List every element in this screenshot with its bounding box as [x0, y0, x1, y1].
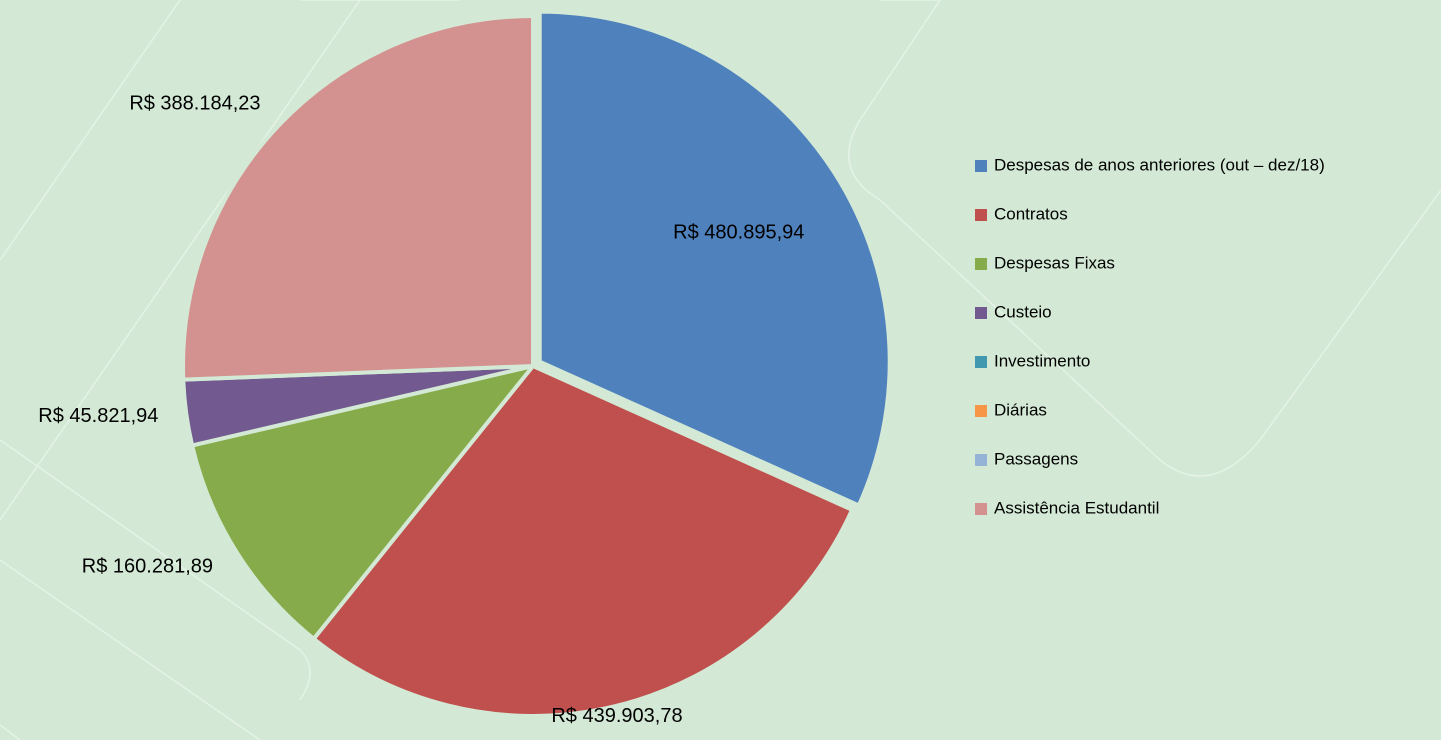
data-labels: R$ 480.895,94 R$ 439.903,78 R$ 160.281,89 R…: [38, 92, 804, 727]
legend-label: Contratos: [994, 204, 1068, 223]
legend-label: Despesas Fixas: [994, 253, 1115, 272]
legend-swatch: [975, 209, 987, 221]
legend-swatch: [975, 503, 987, 515]
legend-label: Passagens: [994, 449, 1078, 468]
data-label: R$ 160.281,89: [82, 556, 213, 578]
legend-label: Investimento: [994, 351, 1090, 370]
data-label: R$ 480.895,94: [673, 221, 804, 243]
legend-swatch: [975, 307, 987, 319]
legend-swatch: [975, 160, 987, 172]
legend-swatch: [975, 454, 987, 466]
data-label: R$ 45.821,94: [38, 405, 158, 427]
pie-slice: [310, 363, 855, 718]
data-label: R$ 439.903,78: [551, 705, 682, 727]
legend-label: Diárias: [994, 400, 1047, 419]
legend-swatch: [975, 405, 987, 417]
pie-slice: [181, 13, 535, 382]
legend-label: Custeio: [994, 302, 1052, 321]
legend-label: Assistência Estudantil: [994, 498, 1159, 517]
legend-swatch: [975, 356, 987, 368]
data-label: R$ 388.184,23: [129, 92, 260, 114]
legend-swatch: [975, 258, 987, 270]
pie: [181, 9, 892, 718]
legend: Despesas de anos anteriores (out – dez/1…: [975, 155, 1325, 517]
pie-slice: [537, 9, 892, 509]
legend-label: Despesas de anos anteriores (out – dez/1…: [994, 155, 1325, 174]
pie-slice: [189, 362, 539, 642]
